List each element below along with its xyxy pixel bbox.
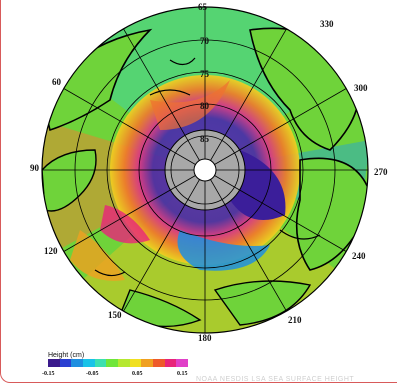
legend-swatch — [71, 359, 84, 367]
coastline-detail — [94, 57, 321, 277]
legend-swatch — [153, 359, 165, 367]
anomaly-patch — [177, 230, 270, 271]
legend-swatch — [94, 359, 107, 367]
longitude-label: 240 — [352, 251, 366, 261]
polar-map — [41, 6, 369, 334]
longitude-label: 330 — [320, 19, 334, 29]
legend-tick: -0.05 — [86, 371, 99, 377]
credit-text: NOAA NESDIS LSA SEA SURFACE HEIGHT — [196, 376, 355, 383]
legend-swatch — [83, 359, 95, 367]
longitude-label: 60 — [52, 77, 61, 87]
land-alaska — [213, 280, 312, 326]
legend-title: Height (cm) — [48, 352, 85, 359]
longitude-label: 120 — [44, 246, 58, 256]
longitude-label: 150 — [108, 310, 122, 320]
legend-swatch — [129, 359, 142, 367]
pole-center — [193, 158, 217, 182]
latitude-label: 75 — [200, 69, 209, 79]
legend-swatch — [164, 359, 177, 367]
legend-swatch — [59, 359, 72, 367]
legend-colorbar — [48, 359, 189, 367]
longitude-label: 90 — [30, 163, 39, 173]
land-siberia — [42, 149, 97, 212]
longitude-label: 300 — [354, 83, 368, 93]
latitude-label: 70 — [200, 36, 209, 46]
legend-tick: 0.05 — [132, 371, 143, 377]
longitude-label: 180 — [198, 333, 212, 343]
legend-swatch — [106, 359, 119, 367]
legend-swatch — [141, 359, 154, 367]
latitude-label: 85 — [200, 134, 209, 144]
legend-swatch — [48, 359, 60, 367]
legend-swatch — [118, 359, 130, 367]
latitude-label: 80 — [200, 101, 209, 111]
anomaly-patch — [70, 230, 125, 281]
land-canada — [295, 157, 368, 271]
map-outline — [41, 6, 369, 334]
longitude-label: 270 — [374, 167, 388, 177]
legend-swatch — [176, 359, 189, 367]
legend-tick: 0.15 — [177, 371, 188, 377]
anomaly-patch — [150, 80, 230, 130]
legend-tick: -0.15 — [42, 371, 55, 377]
longitude-label: 210 — [288, 315, 302, 325]
anomaly-patch — [100, 205, 150, 244]
longitude-label: 65 — [198, 2, 207, 12]
